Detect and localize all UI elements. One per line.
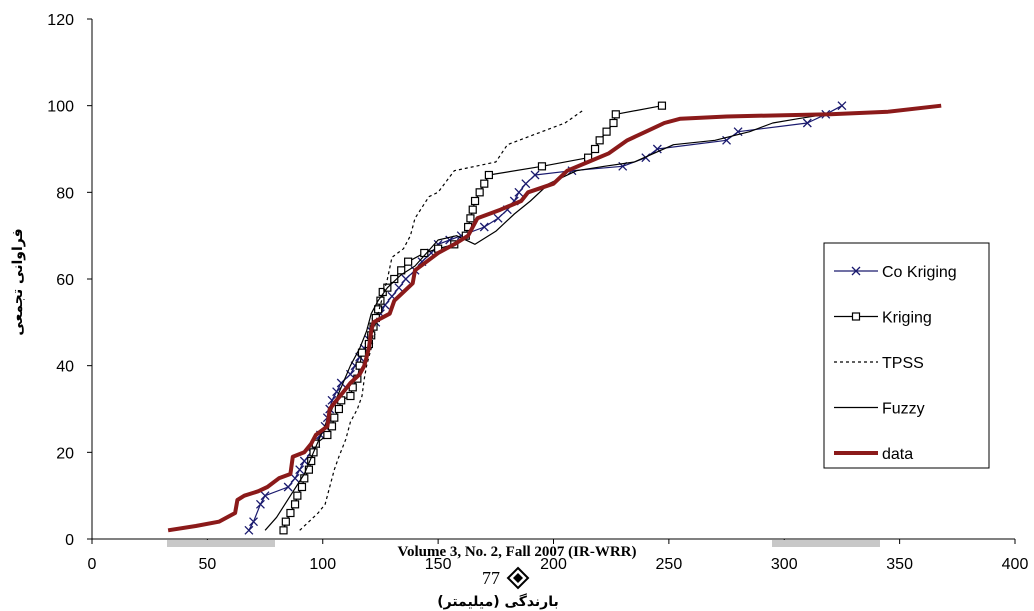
data-point-kriging <box>286 508 295 518</box>
data-point-kriging <box>281 517 290 526</box>
series-line-kriging <box>282 105 663 531</box>
x-tick-label: 400 <box>1002 556 1029 573</box>
data-point-kriging <box>475 188 484 197</box>
data-point-kriging <box>357 348 367 357</box>
series-layer <box>167 101 942 535</box>
y-tick-label: 20 <box>56 445 74 462</box>
series-line-fuzzy <box>264 113 826 531</box>
data-point-kriging <box>480 179 489 188</box>
y-tick-label: 40 <box>56 359 74 376</box>
legend-label: TPSS <box>882 355 924 372</box>
series-fuzzy <box>264 113 826 531</box>
x-tick-label: 50 <box>198 556 216 573</box>
diamond-icon <box>506 566 530 590</box>
data-point-kriging <box>590 144 600 154</box>
data-point-co-kriging <box>479 222 489 232</box>
data-point-kriging <box>304 465 314 474</box>
series-data <box>167 103 942 533</box>
footer-journal-line: Volume 3, No. 2, Fall 2007 (IR-WRR) <box>397 544 636 560</box>
legend-label: Fuzzy <box>882 401 925 418</box>
data-point-kriging <box>290 500 300 509</box>
data-point-kriging <box>537 162 547 171</box>
data-point-kriging <box>484 170 493 180</box>
y-tick-label: 0 <box>65 532 74 549</box>
legend-box <box>823 242 990 469</box>
data-point-co-kriging <box>802 118 812 128</box>
data-point-kriging <box>297 482 307 492</box>
legend-item-kriging: Kriging <box>834 310 932 327</box>
data-point-co-kriging <box>530 170 540 180</box>
legend-item-data: data <box>834 446 913 463</box>
data-point-kriging <box>611 110 620 119</box>
data-point-kriging <box>346 391 355 401</box>
data-point-co-kriging <box>295 465 305 475</box>
y-tick-label: 80 <box>56 185 74 202</box>
data-point-kriging <box>330 413 339 422</box>
series-line-data <box>167 103 942 533</box>
data-point-kriging <box>374 305 383 314</box>
data-point-kriging <box>466 214 475 223</box>
data-point-co-kriging <box>514 187 524 197</box>
data-point-co-kriging <box>394 283 404 293</box>
data-point-co-kriging <box>260 491 270 501</box>
legend-items: Co Kriging Kriging TPSS Fuzzy data <box>834 264 957 463</box>
data-point-kriging <box>657 101 667 110</box>
y-axis-label: فراوانی تجمعی <box>10 228 26 335</box>
series-tpss <box>299 109 584 531</box>
x-tick-label: 300 <box>771 556 798 573</box>
data-point-co-kriging <box>521 179 531 189</box>
axes <box>87 18 1016 544</box>
data-point-kriging <box>602 127 611 136</box>
x-tick-label: 0 <box>88 556 97 573</box>
legend-label: Kriging <box>882 310 932 327</box>
x-tick-labels: 0 50 100 150 200 250 300 350 400 <box>88 556 1029 573</box>
data-point-kriging <box>323 430 332 440</box>
x-tick-label: 350 <box>886 556 913 573</box>
page-number: 77 <box>482 568 500 588</box>
x-tick-label: 100 <box>309 556 336 573</box>
y-tick-label: 100 <box>47 99 74 116</box>
data-point-co-kriging <box>493 213 503 223</box>
legend-marker <box>851 266 861 276</box>
x-tick-label: 150 <box>425 556 452 573</box>
data-point-co-kriging <box>249 517 258 527</box>
data-point-co-kriging <box>652 144 662 154</box>
data-point-co-kriging <box>401 274 411 284</box>
legend-item-tpss: TPSS <box>834 355 924 372</box>
data-point-kriging <box>470 196 480 206</box>
data-point-kriging <box>468 205 477 214</box>
data-point-kriging <box>293 491 302 500</box>
legend-item-co-kriging: Co Kriging <box>834 264 957 281</box>
data-point-kriging <box>334 404 344 414</box>
data-point-kriging <box>609 118 618 128</box>
data-point-kriging <box>595 136 604 145</box>
y-tick-label: 120 <box>47 12 74 29</box>
x-tick-label: 250 <box>656 556 683 573</box>
data-point-kriging <box>390 274 399 284</box>
footer-bar-left <box>167 540 275 547</box>
legend-marker <box>851 312 861 321</box>
data-point-kriging <box>397 266 406 275</box>
data-point-co-kriging <box>290 473 300 483</box>
legend: Co Kriging Kriging TPSS Fuzzy data <box>823 242 990 469</box>
y-tick-label: 60 <box>56 272 74 289</box>
data-point-co-kriging <box>283 482 293 492</box>
data-point-co-kriging <box>641 153 651 163</box>
data-point-co-kriging <box>299 456 309 466</box>
footer-bar-right <box>772 540 880 547</box>
legend-label: Co Kriging <box>882 264 957 281</box>
y-tick-labels: 0 20 40 60 80 100 120 <box>47 12 74 549</box>
x-axis-label: بارندگی (میلیمتر) <box>437 593 559 610</box>
data-point-co-kriging <box>244 525 254 535</box>
x-tick-label: 200 <box>540 556 567 573</box>
data-point-co-kriging <box>837 101 847 111</box>
legend-item-fuzzy: Fuzzy <box>834 401 925 418</box>
data-point-co-kriging <box>255 499 265 509</box>
data-point-kriging <box>404 257 413 266</box>
data-point-kriging <box>279 526 288 535</box>
legend-label: data <box>882 446 913 463</box>
series-line-tpss <box>299 109 584 531</box>
